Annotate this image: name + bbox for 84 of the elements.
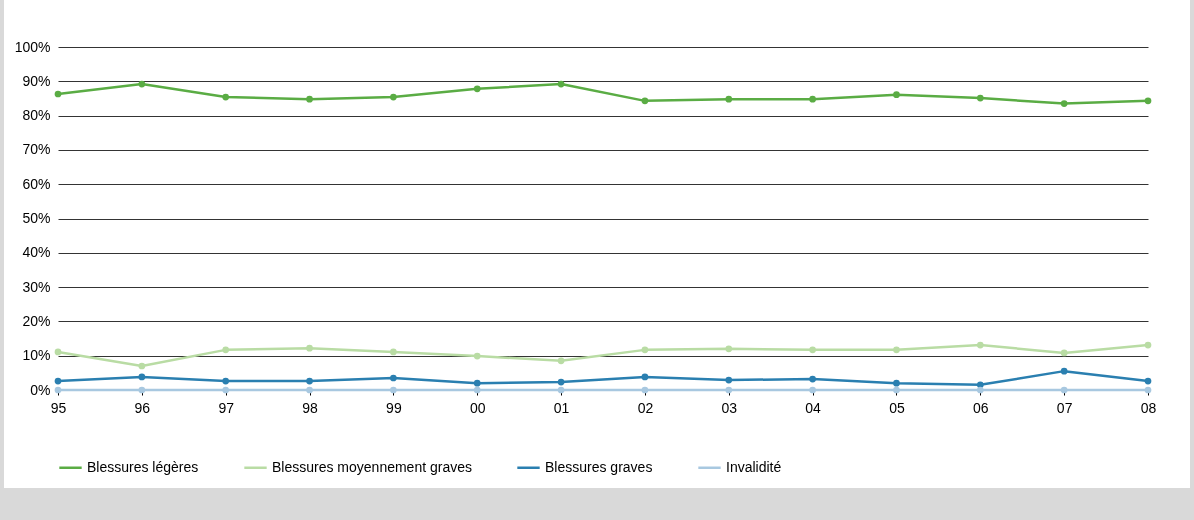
point	[641, 386, 649, 394]
point	[809, 386, 816, 394]
point	[473, 352, 481, 360]
point	[306, 377, 313, 385]
point	[1060, 386, 1068, 394]
y-tick-label: 40%	[22, 244, 51, 261]
legend-label: Blessures graves	[545, 458, 653, 475]
legend-label: Blessures légères	[87, 458, 199, 475]
point	[641, 346, 649, 354]
point	[306, 344, 313, 352]
x-tick-label: 08	[1140, 399, 1157, 416]
point	[557, 357, 565, 365]
y-tick-label: 50%	[22, 210, 51, 226]
x-tick-label: 97	[218, 399, 235, 416]
x-tick-label: 03	[721, 399, 738, 416]
point	[390, 374, 397, 382]
point	[473, 85, 481, 93]
x-tick-label: 00	[469, 399, 486, 416]
point	[641, 373, 649, 381]
point	[54, 90, 62, 98]
y-tick-label: 10%	[22, 347, 51, 364]
point	[893, 346, 900, 354]
point	[54, 386, 62, 394]
y-tick-label: 90%	[22, 72, 51, 89]
x-tick-label: 05	[889, 399, 905, 416]
point	[809, 95, 816, 103]
point	[390, 93, 397, 101]
y-tick-label: 60%	[22, 175, 51, 192]
point	[306, 386, 313, 394]
point	[725, 345, 733, 353]
point	[54, 348, 62, 356]
legend-label: Invalidité	[726, 458, 782, 475]
point	[893, 91, 900, 99]
point	[138, 80, 146, 88]
y-tick-label: 0%	[30, 381, 51, 398]
point	[222, 346, 230, 354]
point	[473, 386, 481, 394]
point	[138, 386, 146, 394]
y-tick-label: 20%	[22, 312, 51, 329]
point	[390, 386, 397, 394]
x-tick-label: 04	[805, 399, 822, 416]
point	[390, 348, 397, 356]
point	[1144, 386, 1152, 394]
point	[641, 97, 649, 105]
y-tick-label: 30%	[22, 278, 51, 295]
point	[138, 373, 146, 381]
point	[1144, 341, 1152, 349]
point	[725, 376, 733, 384]
y-tick-label: 80%	[22, 107, 51, 124]
point	[557, 386, 565, 394]
x-tick-label: 99	[386, 399, 402, 416]
point	[725, 386, 733, 394]
point	[1060, 367, 1068, 375]
point	[306, 95, 313, 103]
y-tick-label: 70%	[22, 141, 51, 158]
point	[138, 362, 146, 370]
y-tick-label: 100%	[14, 38, 51, 55]
x-tick-label: 07	[1056, 399, 1073, 416]
point	[893, 379, 900, 387]
x-tick-label: 01	[553, 399, 570, 416]
point	[1060, 100, 1068, 107]
point	[1144, 97, 1152, 105]
point	[976, 341, 984, 349]
point	[976, 386, 984, 394]
point	[809, 375, 816, 383]
point	[557, 80, 565, 88]
point	[222, 386, 230, 394]
legend-label: Blessures moyennement graves	[272, 458, 472, 475]
point	[54, 377, 62, 385]
point	[893, 386, 900, 394]
point	[557, 378, 565, 386]
x-tick-label: 06	[973, 399, 989, 416]
point	[1144, 377, 1152, 385]
point	[725, 95, 733, 103]
x-tick-label: 02	[637, 399, 654, 416]
point	[222, 93, 230, 101]
point	[809, 346, 816, 354]
point	[1060, 349, 1068, 357]
point	[976, 94, 984, 102]
x-tick-label: 95	[50, 399, 67, 416]
x-tick-label: 96	[134, 399, 151, 416]
x-tick-label: 98	[302, 399, 319, 416]
point	[473, 379, 481, 387]
point	[222, 377, 230, 385]
